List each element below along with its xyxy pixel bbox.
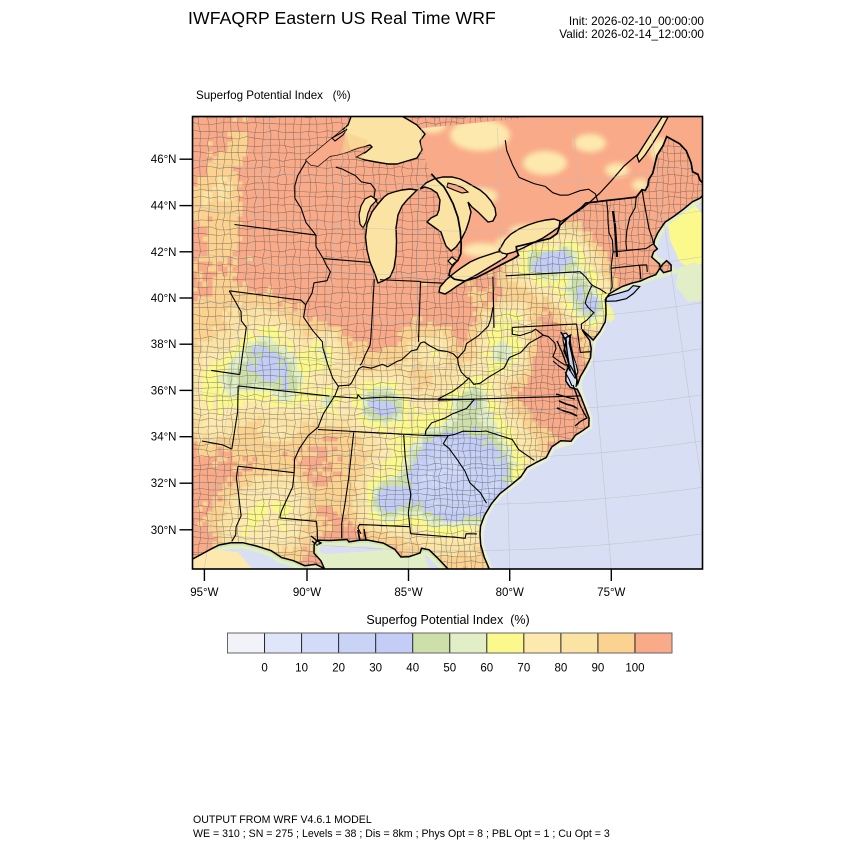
svg-text:34°N: 34°N bbox=[151, 432, 177, 444]
svg-text:30°N: 30°N bbox=[151, 525, 177, 537]
svg-text:44°N: 44°N bbox=[151, 201, 177, 213]
svg-text:10: 10 bbox=[295, 663, 308, 675]
svg-text:0: 0 bbox=[261, 663, 267, 675]
svg-text:60: 60 bbox=[480, 663, 493, 675]
svg-text:90°W: 90°W bbox=[293, 587, 321, 599]
svg-text:40°N: 40°N bbox=[151, 293, 177, 305]
svg-text:46°N: 46°N bbox=[151, 154, 177, 166]
svg-text:30: 30 bbox=[369, 663, 382, 675]
svg-text:50: 50 bbox=[443, 663, 456, 675]
svg-text:75°W: 75°W bbox=[597, 587, 625, 599]
svg-text:20: 20 bbox=[332, 663, 345, 675]
svg-text:70: 70 bbox=[517, 663, 530, 675]
svg-text:80: 80 bbox=[554, 663, 567, 675]
svg-text:36°N: 36°N bbox=[151, 385, 177, 397]
svg-text:32°N: 32°N bbox=[151, 478, 177, 490]
svg-text:38°N: 38°N bbox=[151, 339, 177, 351]
svg-text:100: 100 bbox=[625, 663, 644, 675]
svg-text:42°N: 42°N bbox=[151, 247, 177, 259]
svg-text:80°W: 80°W bbox=[496, 587, 524, 599]
svg-text:85°W: 85°W bbox=[394, 587, 422, 599]
svg-text:95°W: 95°W bbox=[190, 587, 218, 599]
svg-text:90: 90 bbox=[592, 663, 605, 675]
svg-text:40: 40 bbox=[406, 663, 419, 675]
